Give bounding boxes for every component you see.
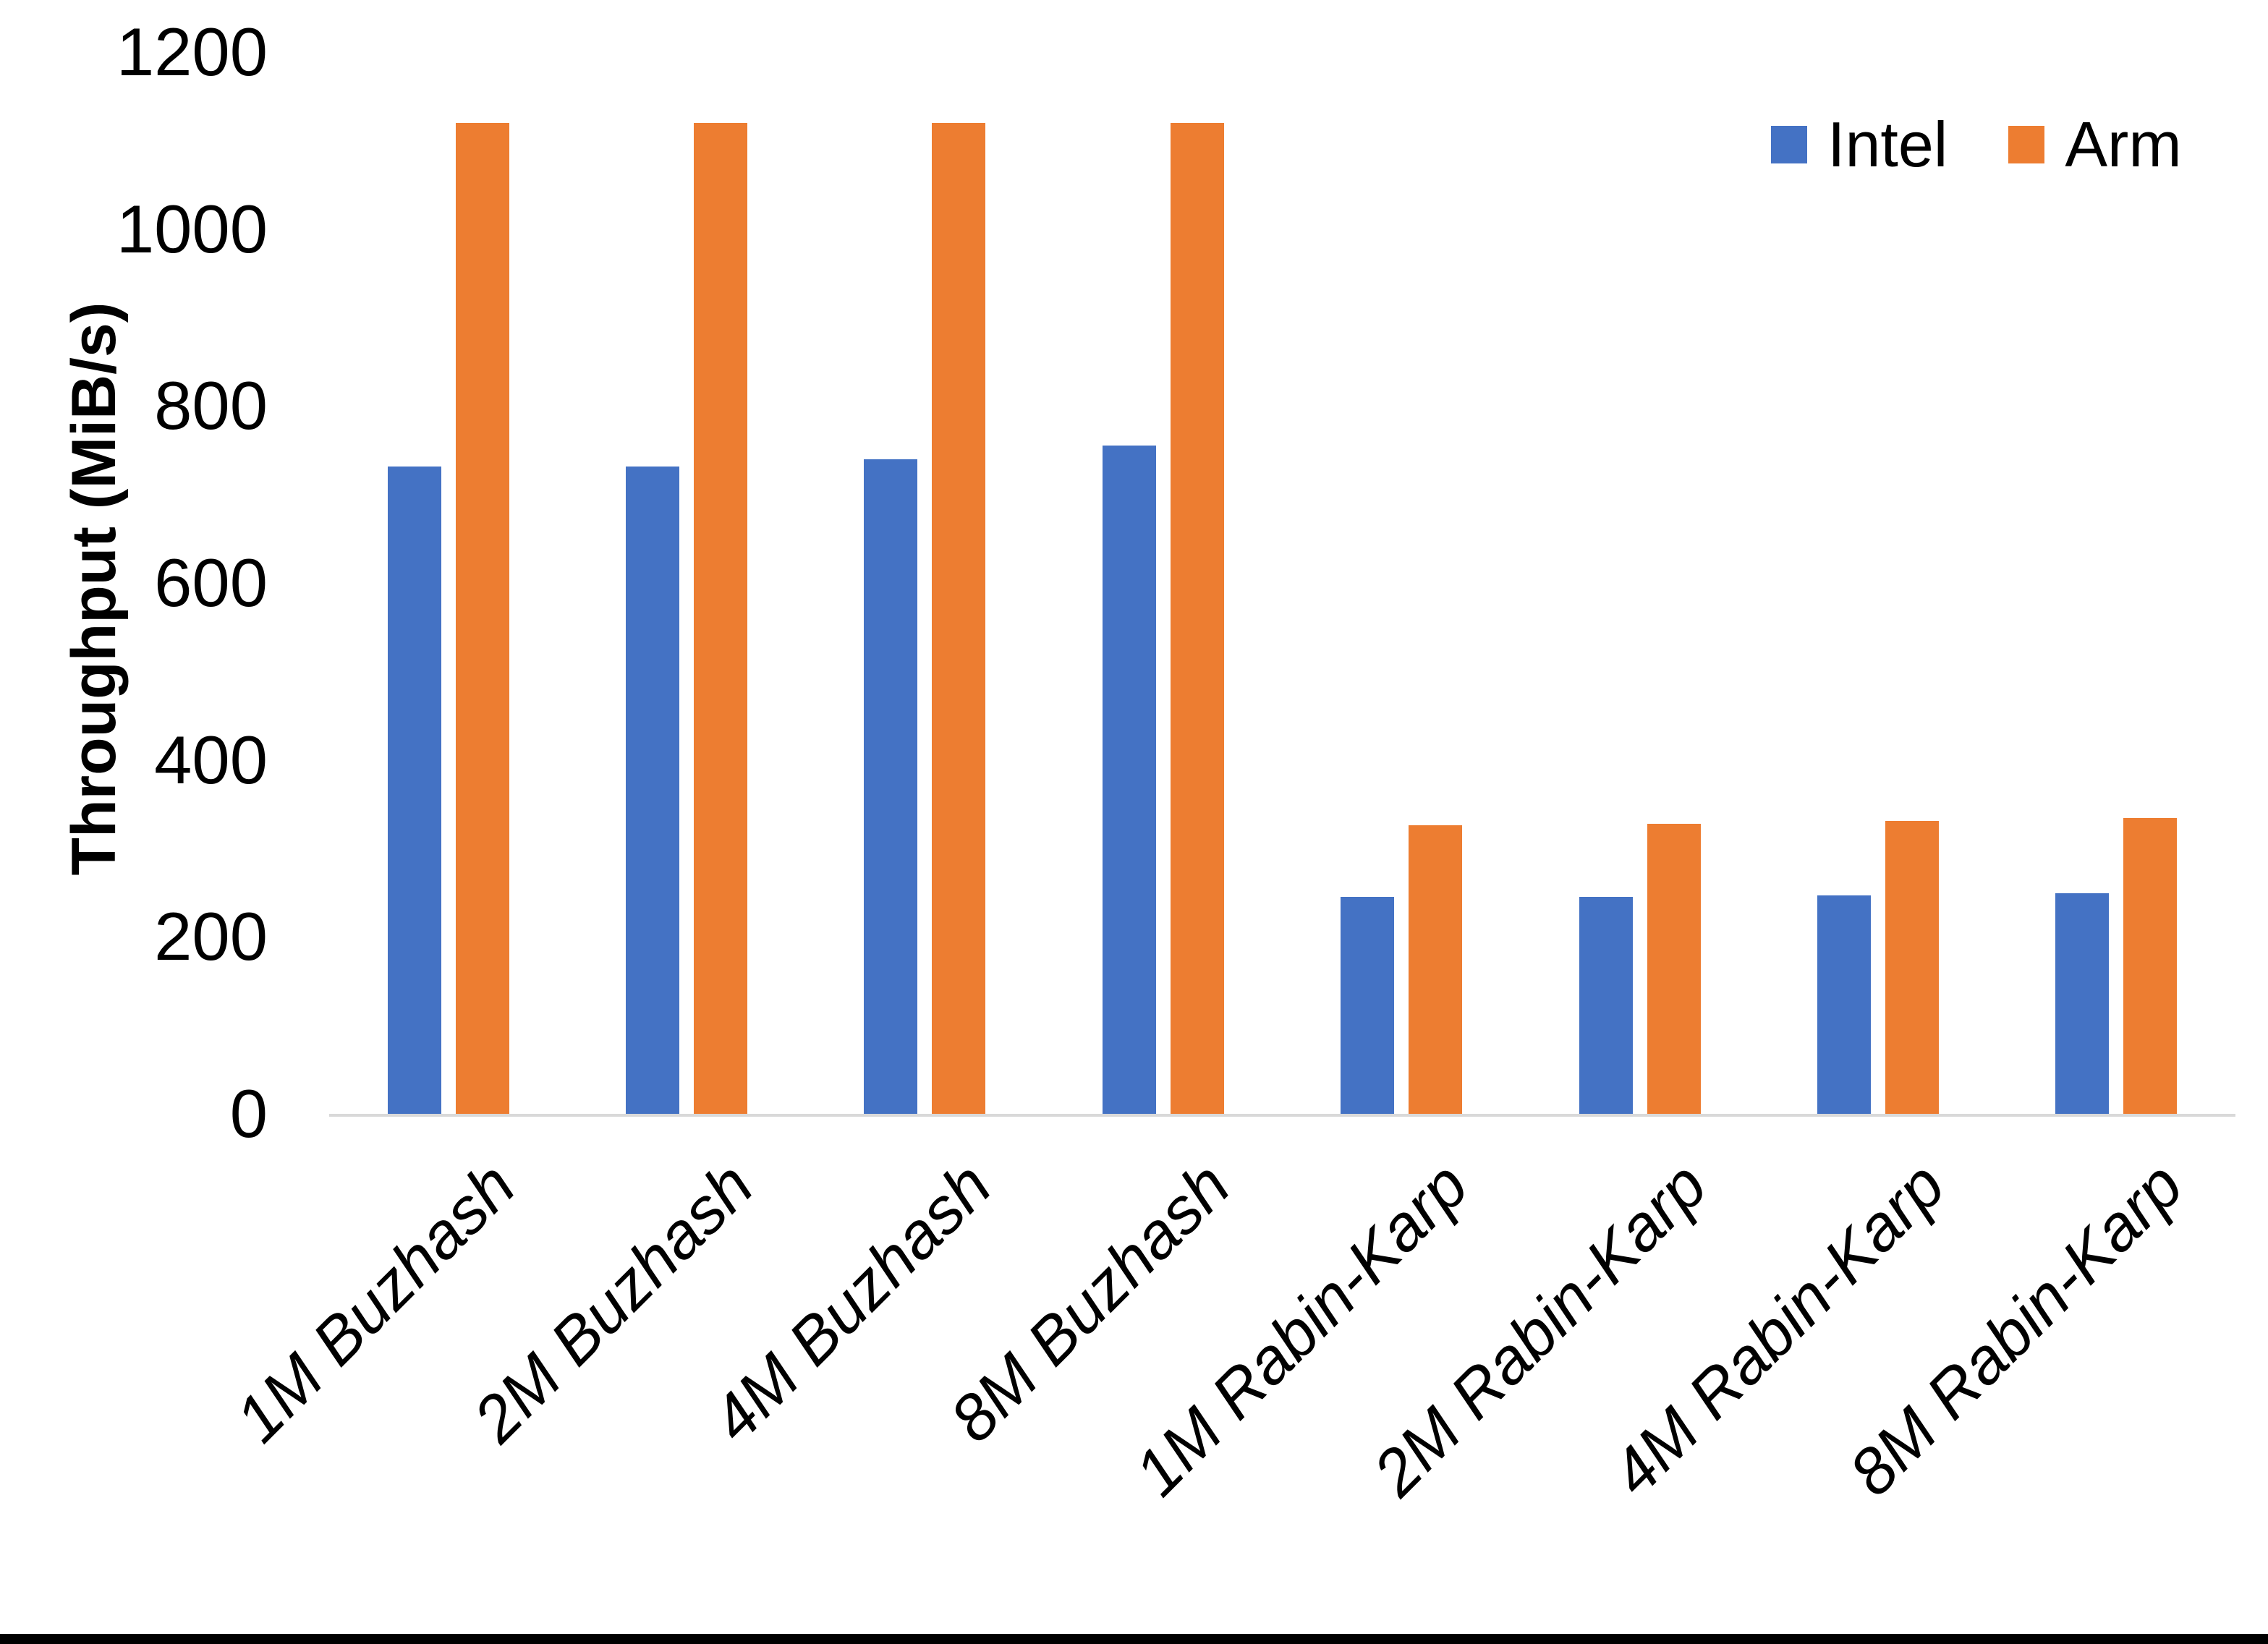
y-tick-label: 400 — [154, 721, 268, 798]
bar-intel — [1341, 897, 1395, 1114]
bar-group — [1521, 52, 1759, 1114]
bar-arm — [2123, 818, 2178, 1114]
x-axis-category-labels: 1M Buzhash 2M Buzhash 4M Buzhash 8M Buzhash… — [222, 1149, 2235, 1611]
bar-intel — [1817, 895, 1871, 1114]
y-tick-label: 800 — [154, 367, 268, 444]
y-axis-tick-labels: 0 200 400 600 800 1000 1200 — [0, 14, 268, 1151]
bar-group — [329, 52, 567, 1114]
bar-group — [1997, 52, 2235, 1114]
bar-group — [1044, 52, 1282, 1114]
bar-arm — [1170, 122, 1224, 1114]
y-tick-label: 200 — [154, 898, 268, 975]
legend-label-arm: Arm — [2065, 108, 2182, 180]
bar-arm — [1409, 825, 1463, 1114]
bar-arm — [455, 122, 509, 1114]
bar-intel — [626, 466, 680, 1114]
bar-group — [1759, 52, 1997, 1114]
bar-arm — [1885, 821, 1939, 1114]
bar-intel — [864, 459, 918, 1114]
legend-swatch-intel — [1771, 126, 1807, 163]
legend-swatch-arm — [2008, 126, 2045, 163]
bar-intel — [387, 466, 441, 1114]
bar-intel — [1102, 446, 1156, 1114]
bar-arm — [694, 122, 748, 1114]
plot-area — [329, 52, 2235, 1114]
bar-arm — [932, 122, 986, 1114]
bar-group — [567, 52, 805, 1114]
legend-label-intel: Intel — [1827, 108, 1948, 180]
y-tick-label: 1000 — [116, 190, 268, 267]
x-axis-line — [329, 1114, 2235, 1117]
legend: Intel Arm — [1771, 108, 2182, 180]
bar-intel — [2055, 893, 2110, 1114]
bar-intel — [1579, 897, 1633, 1114]
page-bottom-border — [0, 1634, 2268, 1644]
bar-group — [1283, 52, 1521, 1114]
y-tick-label: 1200 — [116, 14, 268, 90]
bar-group — [806, 52, 1044, 1114]
bar-arm — [1647, 823, 1701, 1114]
y-tick-label: 0 — [229, 1076, 268, 1151]
y-tick-label: 600 — [154, 545, 268, 621]
